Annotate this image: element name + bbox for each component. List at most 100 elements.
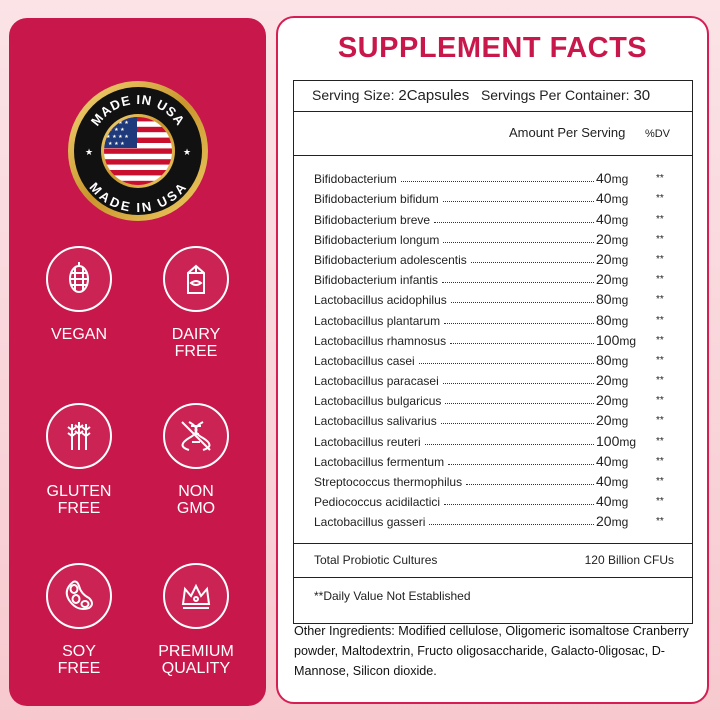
ingredient-name: Bifidobacterium infantis bbox=[314, 273, 439, 288]
ingredient-name: Lactobacillus bulgaricus bbox=[314, 394, 442, 409]
total-row: Total Probiotic Cultures 120 Billion CFU… bbox=[314, 553, 674, 567]
leader-dots bbox=[444, 504, 594, 506]
ingredient-row: Streptococcus thermophilus 40mg ** bbox=[294, 469, 692, 489]
ingredient-row: Lactobacillus plantarum 80mg ** bbox=[294, 307, 692, 328]
amount-header: Amount Per Serving bbox=[508, 125, 626, 140]
ingredient-amount: 20mg bbox=[596, 513, 629, 530]
facts-table: Serving Size: 2Capsules Servings Per Con… bbox=[293, 80, 693, 624]
ingredient-row: Bifidobacterium infantis 20mg ** bbox=[294, 267, 692, 287]
ingredient-row: Lactobacillus fermentum 40mg ** bbox=[294, 449, 692, 469]
ingredient-amount: 40mg bbox=[596, 170, 629, 187]
ingredient-name: Bifidobacterium breve bbox=[314, 212, 431, 227]
ingredient-dv: ** bbox=[656, 173, 664, 185]
divider bbox=[294, 543, 692, 544]
crown-icon bbox=[163, 563, 229, 629]
supplement-facts-panel: SUPPLEMENT FACTS Serving Size: 2Capsules… bbox=[276, 16, 709, 704]
leader-dots bbox=[470, 261, 594, 263]
ingredient-amount: 20mg bbox=[596, 372, 629, 389]
ingredient-name: Lactobacillus paracasei bbox=[314, 374, 439, 389]
ingredient-dv: ** bbox=[656, 476, 664, 487]
soybean-icon bbox=[46, 563, 112, 629]
milk-carton-icon bbox=[163, 246, 229, 312]
svg-text:★: ★ bbox=[183, 148, 191, 158]
ingredient-amount: 40mg bbox=[596, 473, 629, 489]
total-label: Total Probiotic Cultures bbox=[314, 553, 438, 567]
feature-gluten-free: GLUTEN FREE bbox=[31, 403, 127, 517]
leader-dots bbox=[450, 302, 594, 304]
ingredient-row: Bifidobacterium bifidum 40mg ** bbox=[294, 186, 692, 206]
ingredient-row: Lactobacillus casei 80mg ** bbox=[294, 348, 692, 368]
ingredient-name: Bifidobacterium bbox=[314, 172, 397, 187]
ingredient-amount: 80mg bbox=[596, 311, 629, 328]
feature-label: SOY FREE bbox=[57, 643, 101, 677]
feature-label: NON GMO bbox=[176, 483, 216, 517]
features-panel: ★ ★ ★ ★ ★ ★ ★ ★ ★ ★ ★ ★ ★ ★ MADE IN USA … bbox=[9, 18, 266, 706]
ingredient-dv: ** bbox=[656, 213, 664, 225]
ingredient-amount: 80mg bbox=[596, 351, 629, 368]
ingredient-dv: ** bbox=[656, 334, 664, 346]
ingredient-dv: ** bbox=[656, 496, 664, 508]
servings-value: 30 bbox=[633, 87, 651, 104]
ingredient-name: Streptococcus thermophilus bbox=[314, 475, 463, 489]
dv-header: %DV bbox=[644, 128, 670, 140]
ingredient-amount: 80mg bbox=[596, 291, 629, 308]
ingredient-name: Bifidobacterium adolescentis bbox=[314, 252, 467, 267]
leader-dots bbox=[440, 423, 594, 425]
ingredient-row: Pediococcus acidilactici 40mg ** bbox=[294, 489, 692, 509]
ingredient-dv: ** bbox=[656, 435, 664, 447]
leader-dots bbox=[400, 181, 594, 183]
ingredient-amount: 20mg bbox=[596, 250, 629, 267]
leader-dots bbox=[450, 342, 594, 344]
ingredient-amount: 40mg bbox=[596, 190, 629, 207]
ingredient-name: Lactobacillus plantarum bbox=[314, 313, 441, 328]
ingredient-dv: ** bbox=[656, 294, 664, 306]
ingredient-name: Lactobacillus reuteri bbox=[314, 434, 421, 449]
ingredient-dv: ** bbox=[656, 415, 664, 427]
feature-premium-quality: PREMIUM QUALITY bbox=[148, 563, 244, 677]
ingredient-amount: 40mg bbox=[596, 452, 629, 469]
feature-label: VEGAN bbox=[50, 326, 107, 343]
ingredient-amount: 100mg bbox=[596, 331, 637, 348]
ingredient-amount: 20mg bbox=[596, 392, 629, 409]
total-value: 120 Billion CFUs bbox=[584, 553, 674, 567]
ingredient-name: Lactobacillus casei bbox=[314, 353, 415, 368]
leader-dots bbox=[424, 443, 594, 445]
ingredient-name: Lactobacillus fermentum bbox=[314, 454, 445, 469]
ingredient-row: Lactobacillus rhamnosus 100mg ** bbox=[294, 328, 692, 348]
ingredient-dv: ** bbox=[656, 354, 664, 366]
ingredient-name: Lactobacillus rhamnosus bbox=[314, 333, 447, 348]
ingredient-dv: ** bbox=[656, 274, 664, 286]
feature-vegan: VEGAN bbox=[31, 246, 127, 343]
leader-dots bbox=[466, 484, 594, 485]
serving-info: Serving Size: 2Capsules Servings Per Con… bbox=[312, 87, 650, 104]
ingredient-name: Lactobacillus acidophilus bbox=[314, 293, 447, 308]
ingredient-row: Bifidobacterium longum 20mg ** bbox=[294, 227, 692, 247]
svg-text:★: ★ bbox=[85, 148, 93, 158]
feature-label: DAIRY FREE bbox=[171, 326, 221, 360]
servings-label: Servings Per Container: bbox=[480, 87, 630, 103]
leader-dots bbox=[442, 383, 594, 385]
ingredient-dv: ** bbox=[656, 516, 664, 528]
ingredient-row: Bifidobacterium adolescentis 20mg ** bbox=[294, 247, 692, 267]
amount-header-row: Amount Per Serving %DV bbox=[509, 125, 670, 140]
svg-text:★ ★ ★: ★ ★ ★ bbox=[108, 141, 125, 147]
serving-size-label: Serving Size: bbox=[312, 87, 395, 103]
facts-title: SUPPLEMENT FACTS bbox=[337, 32, 648, 64]
pinecone-icon bbox=[46, 246, 112, 312]
made-in-usa-badge: ★ ★ ★ ★ ★ ★ ★ ★ ★ ★ ★ ★ ★ ★ MADE IN USA … bbox=[68, 81, 208, 221]
ingredient-amount: 40mg bbox=[596, 493, 629, 510]
ingredient-row: Bifidobacterium breve 40mg ** bbox=[294, 206, 692, 227]
ingredient-name: Lactobacillus gasseri bbox=[314, 515, 426, 530]
ingredient-amount: 40mg bbox=[596, 210, 629, 227]
ingredient-row: Lactobacillus salivarius 20mg ** bbox=[294, 408, 692, 428]
ingredient-row: Lactobacillus paracasei 20mg ** bbox=[294, 368, 692, 388]
ingredient-amount: 20mg bbox=[596, 412, 629, 429]
serving-size-value: 2Capsules bbox=[398, 87, 470, 104]
ingredient-amount: 20mg bbox=[596, 230, 629, 247]
feature-non-gmo: NON GMO bbox=[148, 403, 244, 517]
ingredient-row: Lactobacillus acidophilus 80mg ** bbox=[294, 287, 692, 307]
ingredient-dv: ** bbox=[656, 193, 664, 205]
leader-dots bbox=[445, 403, 594, 405]
feature-label: PREMIUM QUALITY bbox=[158, 643, 234, 677]
ingredient-row: Bifidobacterium 40mg ** bbox=[294, 166, 692, 186]
